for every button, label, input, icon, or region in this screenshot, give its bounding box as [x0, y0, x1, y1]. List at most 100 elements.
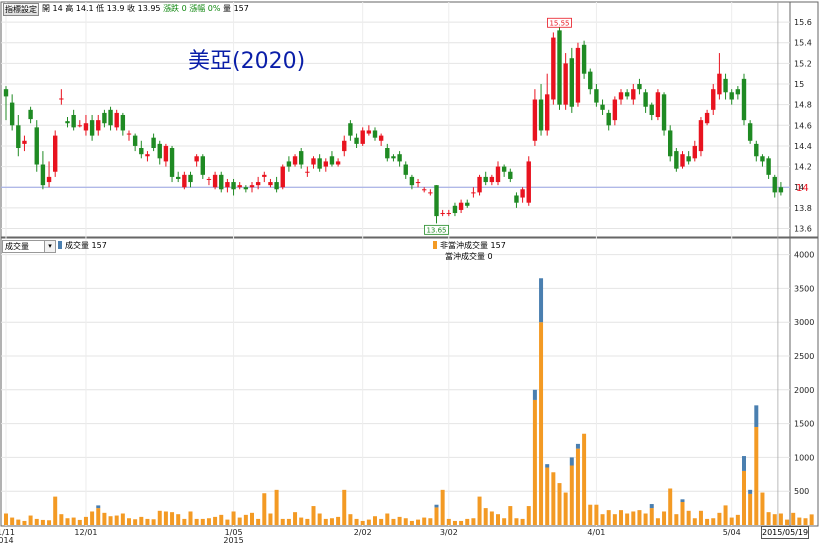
volume-bar-nonhedge — [262, 493, 267, 525]
candle-body — [778, 187, 784, 193]
candle-body — [674, 151, 679, 169]
candle-body — [249, 185, 255, 188]
volume-bar-nonhedge — [662, 511, 667, 525]
candle-body — [440, 213, 445, 215]
volume-bar-nonhedge — [102, 512, 107, 525]
volume-bar-nonhedge — [539, 322, 544, 525]
volume-tick-label: 3000 — [794, 318, 814, 327]
volume-bar-nonhedge — [237, 517, 242, 525]
volume-bar-nonhedge — [348, 514, 353, 525]
candle-body — [342, 140, 347, 152]
volume-bar-hedge — [539, 278, 544, 323]
candle-body — [711, 89, 716, 110]
volume-bar-nonhedge — [4, 513, 8, 525]
year-tick-label: 2015 — [223, 536, 243, 543]
ohlc-readout: 開 14 高 14.1 低 13.9 收 13.95 漲跌 0 漲幅 0% 量 … — [42, 3, 249, 15]
volume-bar-nonhedge — [778, 513, 783, 525]
volume-bar-nonhedge — [317, 513, 322, 525]
indicator-settings-button[interactable]: 指標設定 — [3, 3, 39, 16]
volume-bar-nonhedge — [754, 426, 759, 525]
volume-bar-nonhedge — [705, 518, 710, 525]
date-tick-label: 1/11 — [0, 528, 15, 537]
volume-text: 量 157 — [223, 4, 249, 13]
candle-body — [717, 73, 722, 95]
nonhedge-legend: 非當沖成交量 157 — [433, 240, 506, 251]
volume-axis: 500 1000 1500 2000 2500 3000 3500 4000 — [794, 251, 814, 497]
volume-bar-nonhedge — [545, 467, 550, 525]
volume-bar-nonhedge — [483, 508, 488, 525]
stock-title: 美亞(2020) — [188, 49, 306, 74]
price-tick-label: 14.4 — [794, 142, 812, 151]
price-panel-frame — [0, 1, 819, 238]
price-tick-label: 15.4 — [794, 39, 812, 48]
volume-bar-nonhedge — [274, 489, 279, 525]
candle-body — [477, 176, 482, 193]
volume-bar-nonhedge — [47, 520, 52, 525]
volume-bar-nonhedge — [120, 513, 125, 525]
date-tick-label: 3/02 — [440, 528, 458, 537]
candle-body — [760, 156, 765, 162]
max-price-box — [547, 17, 572, 28]
legend-swatch-icon — [433, 241, 437, 249]
volume-bar-nonhedge — [145, 518, 150, 525]
volume-bar-nonhedge — [170, 512, 175, 525]
candle-body — [575, 47, 581, 103]
candle-body — [747, 123, 753, 141]
volume-bar-nonhedge — [311, 506, 316, 525]
volume-bar-nonhedge — [90, 511, 95, 525]
volume-bar-nonhedge — [569, 465, 574, 525]
candle-body — [169, 148, 175, 177]
hedge-legend-text: 當沖成交量 0 — [445, 252, 493, 261]
ohlc-text: 開 14 高 14.1 低 13.9 收 13.95 — [42, 4, 161, 13]
candle-body — [612, 99, 618, 121]
candle-body — [415, 182, 421, 184]
volume-bar-hedge — [754, 405, 759, 427]
volume-bar-nonhedge — [440, 489, 445, 525]
volume-panel-frame — [0, 237, 819, 527]
candle-body — [588, 71, 593, 90]
hedge-legend: 當沖成交量 0 — [445, 251, 493, 262]
volume-bar-nonhedge — [16, 519, 21, 525]
volume-legend: 成交量 157 — [58, 240, 107, 251]
volume-bar-nonhedge — [551, 472, 556, 525]
candle-body — [114, 112, 119, 128]
volume-bar-nonhedge — [791, 512, 796, 525]
volume-tick-label: 1500 — [794, 420, 814, 429]
candle-body — [22, 140, 27, 144]
volume-bar-nonhedge — [83, 516, 88, 525]
volume-bar-nonhedge — [231, 511, 236, 525]
price-tick-label: 14.2 — [794, 163, 812, 172]
candle-body — [489, 176, 495, 183]
candle-body — [403, 164, 408, 175]
candle-body — [422, 189, 427, 191]
chevron-down-icon[interactable]: ▾ — [44, 241, 55, 252]
volume-bar-nonhedge — [600, 514, 605, 525]
candle-body — [563, 63, 568, 105]
candle-body — [545, 94, 550, 131]
candle-body — [200, 156, 205, 175]
volume-bar-hedge — [569, 457, 574, 466]
candle-body — [391, 156, 396, 159]
candle-body — [698, 120, 704, 152]
volume-bar-nonhedge — [391, 518, 396, 525]
volume-tick-label: 500 — [794, 487, 809, 496]
candle-body — [317, 158, 322, 169]
volume-bar-nonhedge — [114, 515, 119, 525]
volume-bar-nonhedge — [422, 517, 427, 525]
volume-bar-nonhedge — [649, 508, 654, 525]
price-tick-label: 14.6 — [794, 121, 812, 130]
price-tick-label: 14 — [794, 183, 804, 192]
candle-body — [668, 130, 673, 157]
volume-bar-nonhedge — [526, 506, 531, 525]
volume-bar-nonhedge — [342, 489, 347, 525]
candle-body — [34, 127, 39, 165]
candle-body — [231, 182, 236, 190]
volume-bar-nonhedge — [785, 519, 790, 525]
candle-body — [151, 137, 156, 149]
candle-body — [83, 123, 89, 131]
volume-bar-nonhedge — [22, 520, 27, 525]
volume-bar-hedge — [742, 456, 746, 471]
volume-indicator-select[interactable]: 成交量 ▾ — [2, 240, 56, 253]
volume-bar-nonhedge — [502, 518, 507, 525]
volume-bar-hedge — [649, 504, 654, 509]
